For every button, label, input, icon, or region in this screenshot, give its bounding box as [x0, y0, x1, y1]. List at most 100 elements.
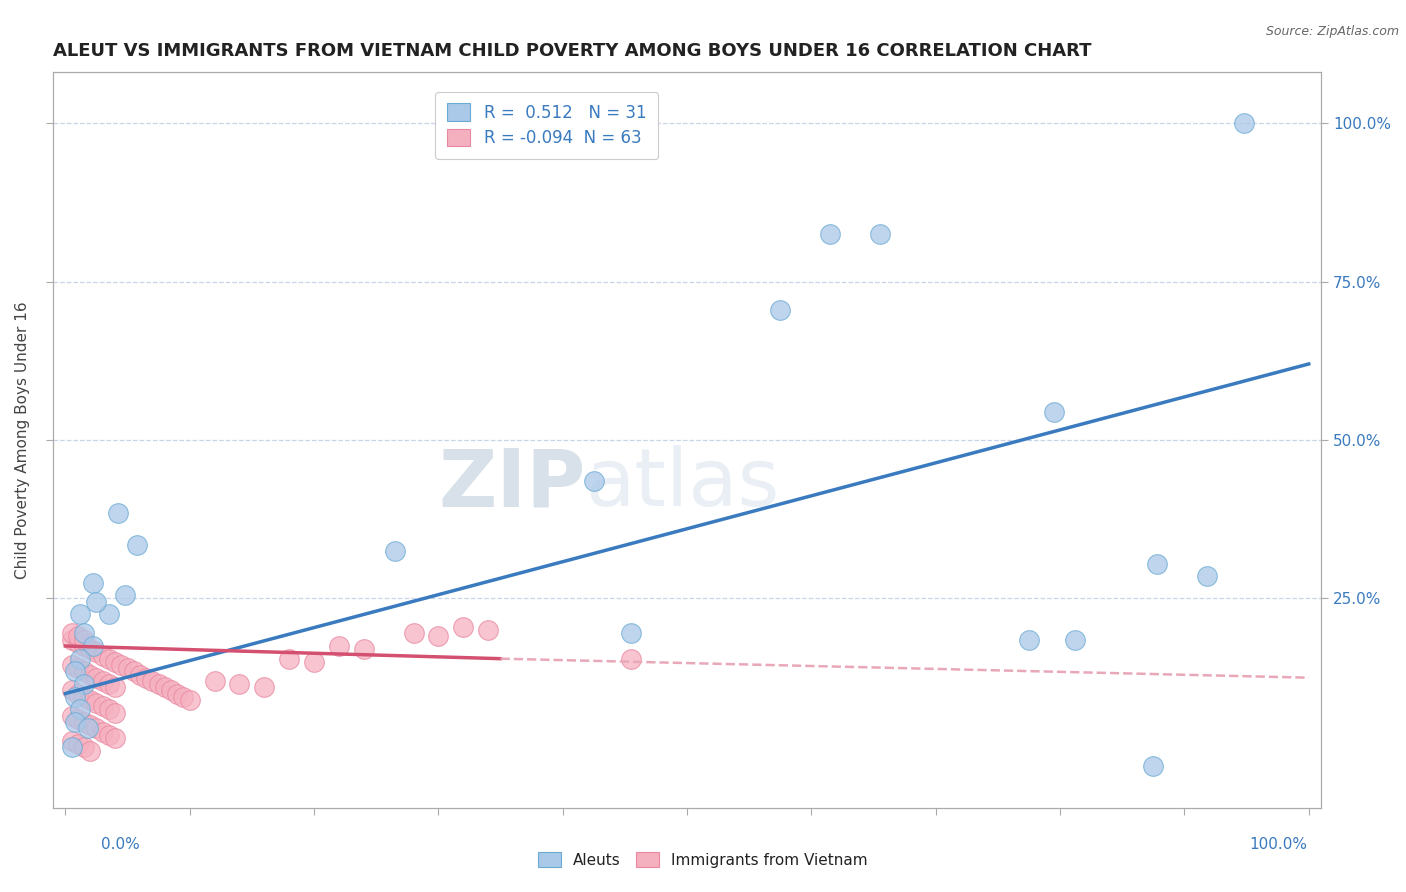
Text: 0.0%: 0.0%	[101, 838, 141, 852]
Point	[97, 702, 120, 716]
Point	[160, 683, 183, 698]
Point	[141, 673, 163, 688]
Point	[166, 687, 188, 701]
Point	[114, 588, 136, 602]
Point	[69, 651, 91, 665]
Point	[153, 680, 176, 694]
Point	[86, 671, 108, 685]
Point	[69, 607, 91, 622]
Point	[65, 690, 87, 704]
Point	[1233, 116, 1256, 130]
Point	[477, 623, 499, 637]
Point	[66, 661, 89, 675]
Point	[1195, 569, 1218, 583]
Point	[86, 722, 108, 736]
Point	[253, 680, 276, 694]
Point	[402, 626, 425, 640]
Point	[91, 699, 114, 714]
Point	[302, 655, 325, 669]
Point	[66, 737, 89, 751]
Point	[82, 639, 104, 653]
Point	[1064, 632, 1087, 647]
Point	[73, 677, 96, 691]
Point	[97, 677, 120, 691]
Point	[135, 671, 157, 685]
Point	[127, 538, 149, 552]
Point	[104, 731, 127, 745]
Point	[328, 639, 350, 653]
Point	[73, 632, 96, 647]
Legend: Aleuts, Immigrants from Vietnam: Aleuts, Immigrants from Vietnam	[530, 844, 876, 875]
Point	[60, 626, 83, 640]
Point	[278, 651, 301, 665]
Point	[66, 636, 89, 650]
Legend: R =  0.512   N = 31, R = -0.094  N = 63: R = 0.512 N = 31, R = -0.094 N = 63	[436, 92, 658, 159]
Point	[620, 651, 643, 665]
Point	[107, 506, 129, 520]
Point	[65, 714, 87, 729]
Point	[69, 702, 91, 716]
Point	[76, 722, 98, 736]
Point	[86, 594, 108, 608]
Point	[79, 667, 101, 681]
Point	[79, 718, 101, 732]
Point	[1142, 759, 1164, 773]
Point	[172, 690, 194, 704]
Point	[79, 693, 101, 707]
Point	[582, 474, 605, 488]
Text: 100.0%: 100.0%	[1250, 838, 1308, 852]
Point	[79, 642, 101, 657]
Point	[533, 116, 555, 130]
Point	[1043, 404, 1066, 418]
Point	[60, 740, 83, 755]
Point	[73, 690, 96, 704]
Y-axis label: Child Poverty Among Boys Under 16: Child Poverty Among Boys Under 16	[15, 301, 30, 579]
Point	[65, 665, 87, 679]
Point	[117, 661, 139, 675]
Point	[66, 687, 89, 701]
Point	[384, 544, 406, 558]
Point	[353, 642, 375, 657]
Text: ALEUT VS IMMIGRANTS FROM VIETNAM CHILD POVERTY AMONG BOYS UNDER 16 CORRELATION C: ALEUT VS IMMIGRANTS FROM VIETNAM CHILD P…	[53, 42, 1091, 60]
Point	[73, 714, 96, 729]
Point	[97, 651, 120, 665]
Point	[620, 626, 643, 640]
Point	[179, 693, 201, 707]
Point	[104, 680, 127, 694]
Point	[73, 626, 96, 640]
Point	[122, 665, 145, 679]
Point	[86, 696, 108, 710]
Point	[110, 658, 132, 673]
Point	[869, 227, 891, 241]
Point	[97, 607, 120, 622]
Text: atlas: atlas	[585, 445, 780, 523]
Point	[1018, 632, 1040, 647]
Text: Source: ZipAtlas.com: Source: ZipAtlas.com	[1265, 25, 1399, 38]
Point	[427, 630, 450, 644]
Point	[148, 677, 170, 691]
Point	[97, 728, 120, 742]
Point	[73, 740, 96, 755]
Point	[60, 683, 83, 698]
Point	[228, 677, 250, 691]
Point	[204, 673, 226, 688]
Point	[129, 667, 152, 681]
Point	[1146, 557, 1168, 571]
Point	[60, 658, 83, 673]
Point	[60, 632, 83, 647]
Point	[60, 734, 83, 748]
Point	[73, 665, 96, 679]
Point	[79, 743, 101, 757]
Point	[60, 708, 83, 723]
Text: ZIP: ZIP	[439, 445, 585, 523]
Point	[91, 648, 114, 663]
Point	[73, 639, 96, 653]
Point	[104, 706, 127, 720]
Point	[66, 712, 89, 726]
Point	[104, 655, 127, 669]
Point	[66, 630, 89, 644]
Point	[769, 303, 792, 318]
Point	[91, 673, 114, 688]
Point	[91, 724, 114, 739]
Point	[82, 575, 104, 590]
